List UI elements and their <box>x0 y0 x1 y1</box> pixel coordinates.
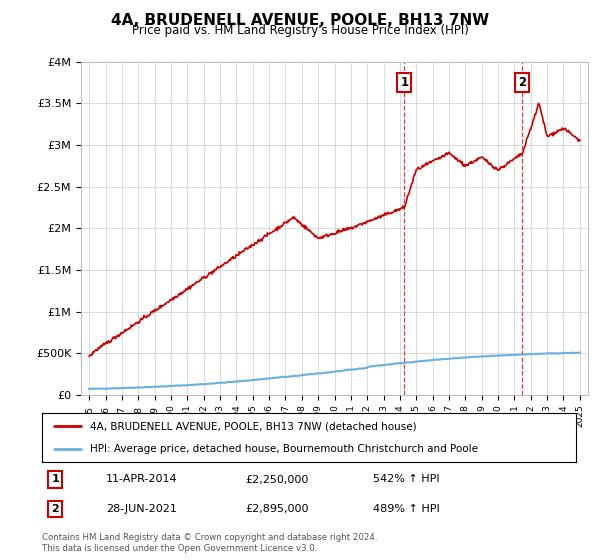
Text: 1: 1 <box>52 474 59 484</box>
Text: 542% ↑ HPI: 542% ↑ HPI <box>373 474 440 484</box>
Text: 28-JUN-2021: 28-JUN-2021 <box>106 504 177 514</box>
Text: £2,250,000: £2,250,000 <box>245 474 308 484</box>
Text: 2: 2 <box>52 504 59 514</box>
Text: 4A, BRUDENELL AVENUE, POOLE, BH13 7NW: 4A, BRUDENELL AVENUE, POOLE, BH13 7NW <box>111 13 489 28</box>
Text: 11-APR-2014: 11-APR-2014 <box>106 474 178 484</box>
Text: 1: 1 <box>400 76 409 89</box>
Text: Contains HM Land Registry data © Crown copyright and database right 2024.
This d: Contains HM Land Registry data © Crown c… <box>42 533 377 553</box>
Text: 2: 2 <box>518 76 526 89</box>
Text: £2,895,000: £2,895,000 <box>245 504 308 514</box>
Text: 489% ↑ HPI: 489% ↑ HPI <box>373 504 440 514</box>
Text: Price paid vs. HM Land Registry's House Price Index (HPI): Price paid vs. HM Land Registry's House … <box>131 24 469 37</box>
Text: HPI: Average price, detached house, Bournemouth Christchurch and Poole: HPI: Average price, detached house, Bour… <box>90 444 478 454</box>
Text: 4A, BRUDENELL AVENUE, POOLE, BH13 7NW (detached house): 4A, BRUDENELL AVENUE, POOLE, BH13 7NW (d… <box>90 421 416 431</box>
